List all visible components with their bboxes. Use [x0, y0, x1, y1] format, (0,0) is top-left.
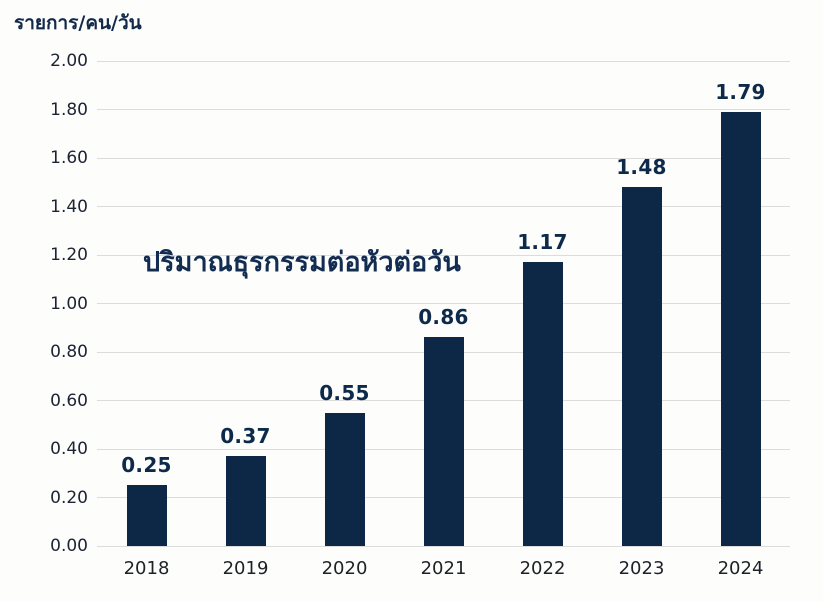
- bar-2022: [522, 262, 563, 546]
- y-tick-label: 0.60: [50, 390, 88, 411]
- gridline: [97, 206, 790, 207]
- x-tick-label: 2018: [123, 558, 170, 579]
- x-tick-label: 2019: [222, 558, 269, 579]
- y-tick-label: 1.20: [50, 245, 88, 265]
- gridline: [97, 545, 790, 547]
- y-tick-label: 1.80: [50, 99, 88, 120]
- bar-2019: [225, 456, 266, 546]
- y-tick-label: 0.40: [50, 439, 88, 459]
- y-tick-label: 1.00: [50, 293, 88, 314]
- bar-value-label: 1.79: [715, 79, 766, 104]
- bar-2018: [126, 485, 167, 546]
- y-tick-label: 1.40: [50, 196, 88, 217]
- gridline: [97, 303, 790, 304]
- bar-2024: [720, 111, 761, 546]
- bar-2020: [324, 412, 365, 546]
- gridline: [97, 60, 790, 62]
- chart-title: ปริมาณธุรกรรมต่อหัวต่อวัน: [143, 247, 461, 278]
- gridline: [97, 157, 790, 159]
- bar-value-label: 0.25: [121, 453, 172, 478]
- bar-value-label: 1.17: [517, 230, 568, 255]
- x-tick-label: 2020: [321, 558, 368, 579]
- y-tick-label: 2.00: [50, 51, 88, 71]
- bar-value-label: 1.48: [616, 155, 667, 180]
- y-tick-label: 0.00: [50, 536, 88, 556]
- y-axis-unit-label: รายการ/คน/วัน: [14, 12, 142, 34]
- bar-value-label: 0.86: [418, 305, 469, 330]
- y-tick-label: 1.60: [50, 148, 88, 168]
- x-tick-label: 2021: [420, 558, 467, 579]
- x-tick-label: 2022: [519, 558, 566, 579]
- bar-2023: [621, 187, 662, 546]
- x-tick-label: 2023: [618, 558, 665, 579]
- bar-value-label: 0.55: [319, 380, 370, 405]
- gridline: [97, 254, 790, 256]
- y-tick-label: 0.20: [50, 487, 88, 508]
- gridline: [97, 109, 790, 110]
- y-tick-label: 0.80: [50, 342, 88, 362]
- x-tick-label: 2024: [717, 558, 764, 579]
- plot-area: [97, 60, 790, 547]
- bar-2021: [423, 337, 464, 546]
- bar-value-label: 0.37: [220, 424, 271, 449]
